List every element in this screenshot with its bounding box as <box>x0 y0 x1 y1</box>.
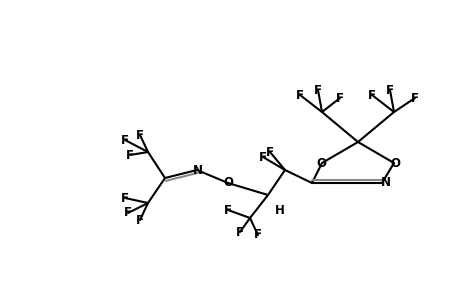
Text: F: F <box>253 229 262 242</box>
Text: F: F <box>121 134 129 146</box>
Text: F: F <box>124 206 132 220</box>
Text: F: F <box>224 203 231 217</box>
Text: F: F <box>295 88 303 101</box>
Text: F: F <box>367 88 375 101</box>
Text: F: F <box>385 83 393 97</box>
Text: F: F <box>313 83 321 97</box>
Text: H: H <box>274 203 284 217</box>
Text: F: F <box>136 128 144 142</box>
Text: F: F <box>136 214 144 226</box>
Text: N: N <box>380 176 390 190</box>
Text: F: F <box>121 191 129 205</box>
Text: F: F <box>235 226 243 238</box>
Text: F: F <box>258 151 266 164</box>
Text: F: F <box>335 92 343 104</box>
Text: F: F <box>410 92 418 104</box>
Text: F: F <box>265 146 274 158</box>
Text: O: O <box>389 157 399 169</box>
Text: O: O <box>315 157 325 169</box>
Text: O: O <box>223 176 233 190</box>
Text: F: F <box>126 148 134 161</box>
Text: N: N <box>193 164 202 176</box>
